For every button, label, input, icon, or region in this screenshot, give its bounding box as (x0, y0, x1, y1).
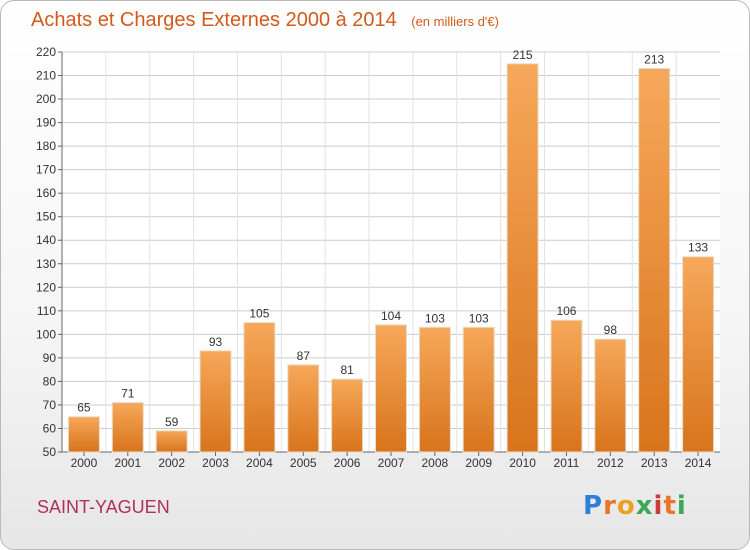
y-tick-label: 70 (43, 398, 57, 412)
data-label: 81 (340, 363, 354, 377)
y-tick-label: 210 (36, 69, 56, 83)
x-tick-label: 2002 (158, 456, 185, 470)
bar-2011 (550, 319, 583, 453)
y-tick-label: 220 (36, 45, 56, 59)
x-tick-label: 2000 (71, 456, 98, 470)
bar-2014 (682, 256, 715, 453)
x-tick-label: 2011 (554, 456, 580, 470)
x-tick-label: 2001 (114, 456, 141, 470)
logo-letter: o (616, 491, 636, 521)
y-tick-label: 100 (36, 327, 56, 341)
x-tick-label: 2006 (334, 456, 361, 470)
data-label: 105 (249, 307, 269, 321)
data-label: 103 (469, 311, 489, 325)
logo-letter: P (583, 491, 604, 521)
logo-letter: i (653, 491, 664, 521)
chart-header: Achats et Charges Externes 2000 à 2014 (… (31, 9, 499, 32)
y-tick-label: 180 (36, 139, 56, 153)
chart-title: Achats et Charges Externes 2000 à 2014 (31, 9, 397, 31)
data-label: 71 (121, 387, 135, 401)
bar-2005 (287, 364, 320, 453)
data-label: 133 (688, 241, 708, 255)
logo-letter: i (676, 491, 687, 521)
x-tick-label: 2008 (422, 456, 449, 470)
y-tick-label: 120 (36, 280, 56, 294)
y-tick-label: 80 (43, 374, 57, 388)
x-tick-label: 2003 (202, 456, 229, 470)
data-label: 59 (165, 415, 179, 429)
logo-letter: t (663, 491, 677, 521)
x-tick-label: 2004 (246, 456, 273, 470)
chart-unit: (en milliers d'€) (411, 14, 499, 29)
y-tick-label: 90 (43, 351, 57, 365)
logo-letter: r (603, 491, 617, 521)
bar-2009 (462, 326, 495, 453)
y-tick-label: 130 (36, 257, 56, 271)
y-tick-label: 200 (36, 92, 56, 106)
data-label: 106 (556, 304, 576, 318)
x-tick-label: 2005 (290, 456, 317, 470)
proxiti-logo: Proxiti (583, 491, 687, 521)
x-tick-label: 2009 (465, 456, 492, 470)
x-tick-label: 2010 (509, 456, 536, 470)
bar-2013 (638, 68, 671, 453)
data-label: 213 (644, 53, 664, 67)
x-tick-label: 2012 (597, 456, 624, 470)
data-label: 93 (209, 335, 223, 349)
bar-2010 (506, 63, 539, 453)
data-label: 215 (513, 48, 533, 62)
y-tick-label: 170 (36, 163, 56, 177)
bar-2006 (331, 378, 364, 453)
commune-name: SAINT-YAGUEN (37, 497, 170, 517)
y-tick-label: 160 (36, 186, 56, 200)
x-tick-label: 2013 (641, 456, 668, 470)
y-tick-label: 140 (36, 233, 56, 247)
x-tick-label: 2014 (685, 456, 712, 470)
y-tick-label: 110 (37, 304, 56, 318)
y-tick-label: 150 (36, 210, 56, 224)
data-label: 65 (77, 401, 91, 415)
data-label: 103 (425, 311, 445, 325)
bar-2007 (375, 324, 407, 453)
y-tick-label: 190 (36, 116, 56, 130)
bar-2012 (594, 338, 627, 453)
logo-letter: x (635, 491, 654, 521)
y-tick-label: 50 (43, 445, 57, 459)
data-label: 98 (604, 323, 618, 337)
bar-2004 (243, 322, 276, 453)
x-tick-label: 2007 (378, 456, 405, 470)
bar-2008 (418, 326, 451, 453)
bar-2003 (199, 350, 232, 453)
bar-2000 (67, 416, 100, 453)
y-tick-label: 60 (43, 421, 57, 435)
data-label: 87 (297, 349, 311, 363)
data-label: 104 (381, 309, 401, 323)
bar-2001 (111, 402, 144, 453)
bar-2002 (155, 430, 188, 453)
